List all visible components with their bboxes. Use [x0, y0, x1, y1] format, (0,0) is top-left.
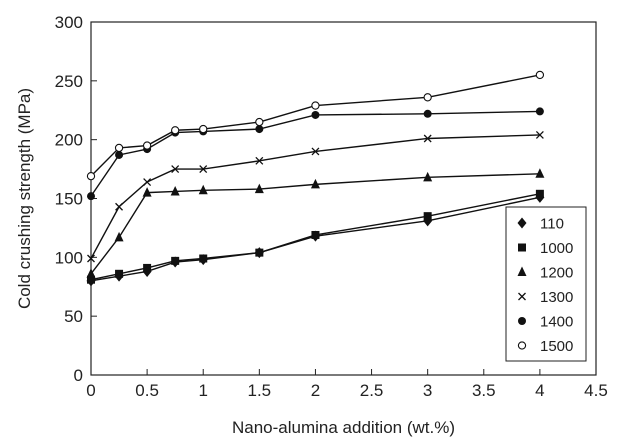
data-point-1500	[86, 171, 96, 181]
legend-marker-1300	[518, 292, 526, 301]
data-point-1000	[115, 269, 124, 278]
series-1000	[87, 189, 544, 284]
series-1500	[86, 70, 545, 181]
x-tick-label: 0.5	[135, 381, 159, 400]
data-point-1200	[170, 185, 180, 196]
data-point-1500	[199, 124, 208, 134]
x-tick-label: 2.5	[360, 381, 384, 400]
legend-item-1400: 1400	[518, 314, 573, 331]
legend-marker-1500	[517, 341, 527, 350]
data-point-1400	[535, 107, 544, 116]
data-point-1000	[311, 230, 320, 239]
series-1200	[86, 168, 545, 278]
y-tick-label: 150	[55, 190, 83, 209]
data-point-1400	[255, 125, 264, 134]
legend-label: 1200	[540, 265, 573, 282]
x-tick-label: 3.5	[472, 381, 496, 400]
data-point-1500	[535, 70, 545, 80]
data-point-1200	[254, 183, 264, 194]
legend-box	[505, 206, 587, 362]
data-point-1200	[86, 268, 96, 278]
legend: 110 1000 1200 1300 1400 1500	[505, 206, 587, 362]
data-point-1400	[423, 109, 432, 118]
legend-item-1000: 1000	[518, 240, 573, 257]
y-tick-label: 200	[55, 131, 83, 150]
x-tick-label: 3	[423, 381, 432, 400]
data-point-1300	[535, 131, 544, 139]
data-point-1300	[311, 147, 320, 156]
series-line-1500	[90, 74, 541, 177]
series-1300	[87, 131, 544, 263]
data-point-1200	[142, 187, 152, 197]
legend-label: 1000	[540, 240, 573, 257]
data-point-1500	[171, 126, 180, 135]
legend-label: 1400	[540, 314, 573, 331]
data-point-1300	[199, 165, 208, 174]
data-point-1000	[171, 256, 180, 265]
legend-marker-1000	[518, 243, 526, 252]
data-point-1000	[423, 212, 432, 221]
x-tick-label: 1.5	[248, 381, 272, 400]
data-point-1300	[423, 134, 432, 143]
y-tick-label: 300	[55, 13, 83, 32]
x-axis: 0 0.5 1 1.5 2 2.5 3 3.5 4 4.5	[86, 369, 608, 400]
legend-marker-1400	[518, 317, 526, 325]
y-axis-title: Cold crushing strength (MPa)	[15, 88, 34, 309]
legend-marker-110	[517, 217, 527, 229]
data-point-1400	[115, 150, 124, 159]
data-point-1200	[423, 171, 433, 182]
data-point-1400	[311, 110, 320, 119]
data-point-1500	[311, 101, 320, 110]
data-point-1200	[310, 178, 320, 189]
legend-label: 1300	[540, 289, 573, 306]
y-axis: 0 50 100 150 200 250 300	[55, 13, 97, 385]
data-point-1500	[423, 93, 432, 102]
data-point-1300	[255, 156, 264, 165]
x-tick-label: 2	[311, 381, 320, 400]
data-point-1300	[171, 165, 180, 174]
legend-item-1500: 1500	[517, 338, 573, 355]
x-axis-title: Nano-alumina addition (wt.%)	[232, 418, 455, 437]
data-point-1500	[255, 117, 264, 127]
x-tick-label: 0	[86, 381, 95, 400]
legend-label: 110	[540, 216, 564, 233]
legend-label: 1500	[540, 338, 573, 355]
legend-item-110: 110	[517, 216, 564, 233]
legend-item-1200: 1200	[517, 265, 573, 282]
data-point-1000	[87, 275, 95, 284]
data-point-1000	[255, 248, 264, 257]
data-point-1200	[114, 231, 124, 242]
y-tick-label: 100	[55, 248, 83, 267]
data-point-1500	[114, 143, 124, 153]
data-point-1400	[87, 192, 95, 201]
legend-item-1300: 1300	[518, 289, 573, 306]
y-tick-label: 0	[74, 366, 83, 385]
x-tick-label: 4.5	[584, 381, 608, 400]
series-layer	[86, 70, 545, 287]
data-point-1300	[87, 254, 95, 263]
y-tick-label: 50	[64, 307, 83, 326]
x-tick-label: 1	[198, 381, 207, 400]
x-tick-label: 4	[535, 381, 544, 400]
data-point-1200	[535, 168, 545, 178]
legend-marker-1200	[517, 266, 527, 276]
data-point-1500	[142, 141, 152, 150]
data-point-1000	[143, 263, 152, 272]
data-point-1200	[198, 184, 208, 195]
y-tick-label: 250	[55, 72, 83, 91]
data-point-1300	[143, 178, 152, 186]
series-line-1200	[90, 173, 540, 275]
data-point-1000	[199, 254, 208, 263]
data-point-1300	[115, 202, 124, 211]
data-point-1000	[535, 189, 544, 198]
